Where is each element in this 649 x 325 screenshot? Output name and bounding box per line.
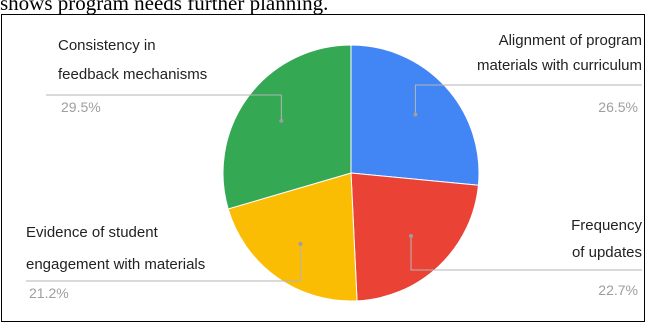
leader-dot-2 <box>409 234 414 239</box>
pie-slice-3 <box>227 172 358 302</box>
leader-line-1 <box>414 84 642 115</box>
slice-percent-3: 21.2% <box>29 285 69 301</box>
cropped-caption-text: shows program needs further planning. <box>0 0 329 15</box>
slice-label-4-line-2: feedback mechanisms <box>58 66 207 83</box>
leader-line-2 <box>410 236 642 271</box>
leader-line-3 <box>26 243 301 282</box>
pie-chart: Alignment of program materials with curri… <box>26 32 642 302</box>
slice-label-3-line-1: Evidence of student <box>26 224 159 241</box>
leader-line-4 <box>46 94 282 121</box>
slice-label-1-line-2: materials with curriculum <box>477 57 642 74</box>
chart-frame: Alignment of program materials with curri… <box>1 14 645 322</box>
leader-dot-4 <box>279 118 284 123</box>
leader-dot-1 <box>413 112 418 117</box>
pie-slice-4 <box>222 44 352 210</box>
slice-percent-2: 22.7% <box>598 282 638 298</box>
pie-slice-2 <box>350 172 479 302</box>
slice-label-2-line-2: of updates <box>572 244 642 261</box>
leader-lines <box>26 84 642 282</box>
slice-percent-4: 29.5% <box>61 99 101 115</box>
slice-label-3-line-2: engagement with materials <box>26 256 205 273</box>
leader-dot-3 <box>298 241 303 246</box>
pie-slices <box>222 44 480 302</box>
slice-label-4-line-1: Consistency in <box>58 37 156 54</box>
slice-labels: Alignment of program materials with curri… <box>26 32 642 301</box>
slice-percent-1: 26.5% <box>598 99 638 115</box>
slice-label-2-line-1: Frequency <box>571 217 642 234</box>
slice-label-1-line-1: Alignment of program <box>499 32 642 49</box>
